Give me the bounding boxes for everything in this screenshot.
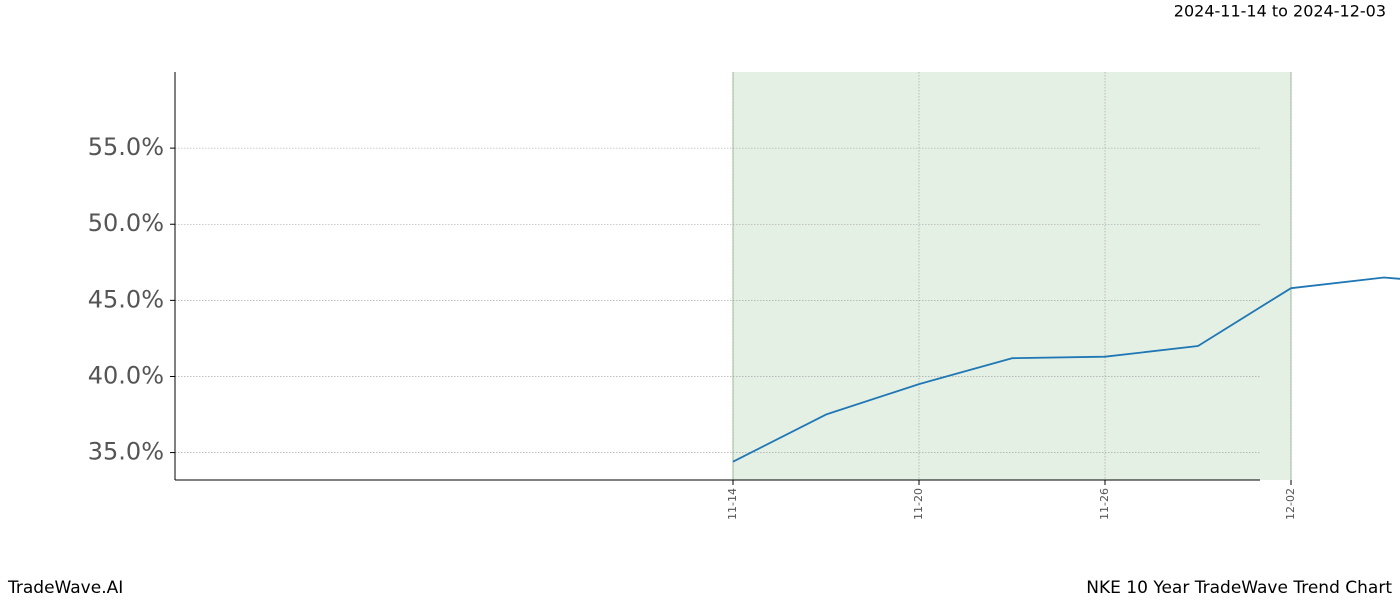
highlight-span: [733, 72, 1291, 480]
brand: TradeWave.AI: [7, 578, 123, 598]
y-tick-label: 40.0%: [88, 361, 164, 389]
x-tick-label: 11-14: [726, 488, 739, 520]
y-tick-label: 35.0%: [88, 438, 164, 466]
y-tick-label: 55.0%: [88, 133, 164, 161]
x-tick-label: 12-02: [1284, 488, 1297, 520]
chart-title: NKE 10 Year TradeWave Trend Chart: [1086, 578, 1392, 598]
x-tick-label: 11-20: [912, 488, 925, 520]
x-tick-label: 11-26: [1098, 488, 1111, 520]
y-tick-label: 50.0%: [88, 209, 164, 237]
y-tick-label: 45.0%: [88, 285, 164, 313]
date-range: 2024-11-14 to 2024-12-03: [1174, 2, 1386, 21]
